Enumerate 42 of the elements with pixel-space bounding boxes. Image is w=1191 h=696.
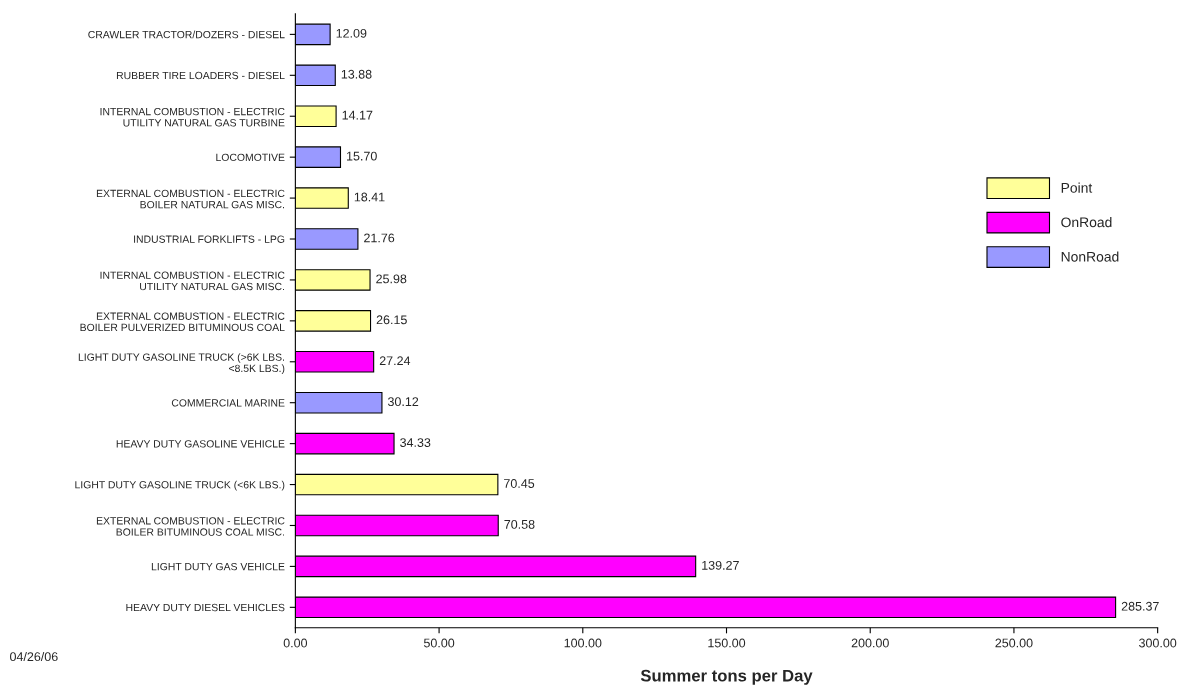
data-label: 21.76 <box>364 233 395 243</box>
x-tick-label: 150.00 <box>708 638 746 648</box>
data-label: 70.45 <box>504 479 535 488</box>
x-axis-title: Summer tons per Day <box>640 669 813 685</box>
x-tick-label: 50.00 <box>423 638 455 648</box>
data-label: 14.17 <box>342 110 373 120</box>
y-tick-label: HEAVY DUTY GASOLINE VEHICLE <box>116 440 285 448</box>
data-label: 139.27 <box>702 560 739 570</box>
y-tick-label: INTERNAL COMBUSTION - ELECTRIC UTILITY NATURAL GAS MISC. <box>100 271 285 291</box>
x-tick-label: 200.00 <box>851 638 889 648</box>
x-tick-label: 0.00 <box>283 638 308 648</box>
data-label: 18.41 <box>354 192 385 202</box>
data-label: 34.33 <box>400 438 431 447</box>
legend-label: OnRoad <box>1061 217 1112 228</box>
legend-label: Point <box>1061 182 1093 193</box>
y-tick-label: INDUSTRIAL FORKLIFTS - LPG <box>134 235 285 243</box>
data-label: 12.09 <box>336 28 367 38</box>
y-tick-label: RUBBER TIRE LOADERS - DIESEL <box>116 71 285 80</box>
y-tick-label: COMMERCIAL MARINE <box>171 399 285 407</box>
y-tick-label: EXTERNAL COMBUSTION - ELECTRIC BOILER BITUMINOUS COAL MISC. <box>96 517 285 536</box>
data-label: 285.37 <box>1121 601 1159 611</box>
legend-label: NonRoad <box>1061 251 1119 262</box>
y-tick-label: LIGHT DUTY GASOLINE TRUCK (>6K LBS. <8.5K LBS.) <box>78 353 285 375</box>
data-label: 25.98 <box>376 274 407 284</box>
data-label: 15.70 <box>347 151 377 161</box>
data-label: 13.88 <box>341 69 372 79</box>
y-tick-label: HEAVY DUTY DIESEL VEHICLES <box>126 603 285 612</box>
data-label: 30.12 <box>387 397 419 407</box>
y-tick-label: LOCOMOTIVE <box>216 153 285 162</box>
y-tick-label: EXTERNAL COMBUSTION - ELECTRIC BOILER NATURAL GAS MISC. <box>96 189 285 209</box>
y-tick-label: LIGHT DUTY GASOLINE TRUCK (<6K LBS.) <box>75 480 285 491</box>
y-tick-label: INTERNAL COMBUSTION - ELECTRIC UTILITY NATURAL GAS TURBINE <box>100 107 285 127</box>
y-tick-label: CRAWLER TRACTOR/DOZERS - DIESEL <box>88 30 285 39</box>
x-tick-label: 100.00 <box>564 638 602 648</box>
data-label: 27.24 <box>379 356 411 366</box>
data-label: 26.15 <box>376 315 407 325</box>
y-tick-label: EXTERNAL COMBUSTION - ELECTRIC BOILER PULVERIZED BITUMINOUS COAL <box>80 312 285 332</box>
x-tick-label: 250.00 <box>995 638 1033 648</box>
x-tick-label: 300.00 <box>1139 638 1177 648</box>
text: 04/26/06 <box>10 651 58 662</box>
data-label: 70.58 <box>504 519 535 529</box>
y-tick-label: LIGHT DUTY GAS VEHICLE <box>151 562 285 571</box>
